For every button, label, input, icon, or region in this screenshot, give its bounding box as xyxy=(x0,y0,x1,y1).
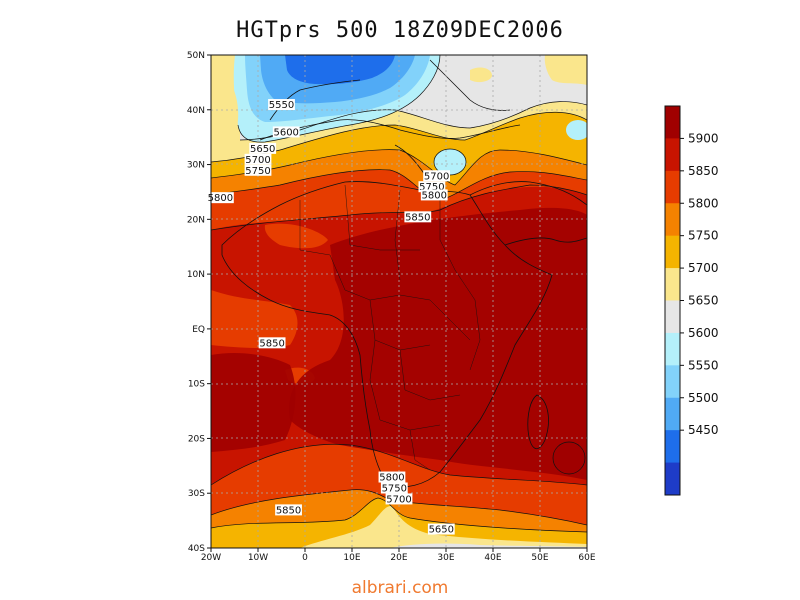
contour-label-text: 5700 xyxy=(245,155,270,166)
contour-label-text: 5700 xyxy=(424,171,449,182)
colorbar-swatch xyxy=(665,170,680,204)
contour-label-text: 5800 xyxy=(208,193,233,204)
lon-tick-label: 50E xyxy=(531,553,548,563)
lon-tick-label: 20W xyxy=(201,553,221,563)
colorbar-swatch xyxy=(665,462,680,496)
lon-tick-label: 30E xyxy=(437,553,454,563)
contour-label: 5700 xyxy=(423,170,450,182)
lat-tick-label: 20S xyxy=(188,434,205,444)
contour-label: 5600 xyxy=(272,126,300,138)
contour-label-bg xyxy=(244,164,272,176)
lat-tick-label: 50N xyxy=(187,51,205,61)
contour-label-text: 5850 xyxy=(259,338,284,349)
contour-label-bg xyxy=(420,189,448,201)
contour-label-bg xyxy=(378,471,406,483)
contour-label: 5550 xyxy=(268,99,295,111)
colorbar-label: 5500 xyxy=(688,391,719,405)
lat-tick-label: 20N xyxy=(187,215,205,225)
contour-labels: 5550560056505700575058005700575058005850… xyxy=(207,99,455,536)
contour-label: 5700 xyxy=(385,493,413,505)
colorbar-swatch xyxy=(665,138,680,172)
contour-label-bg xyxy=(207,192,234,204)
contour-label-bg xyxy=(275,504,302,516)
contour-label-text: 5750 xyxy=(382,483,407,494)
colorbar-swatch xyxy=(665,430,680,464)
colorbar-label: 5900 xyxy=(688,131,719,145)
contour-label: 5650 xyxy=(427,523,455,536)
colorbar-label: 5600 xyxy=(688,326,719,340)
contour-label: 5650 xyxy=(249,142,277,155)
map-title: HGTprs 500 18Z09DEC2006 xyxy=(236,18,564,43)
colorbar-swatch xyxy=(665,106,680,139)
contour-label-text: 5800 xyxy=(379,473,404,484)
contour-label: 5800 xyxy=(420,189,448,201)
contour-label-bg xyxy=(427,523,455,535)
colorbar-swatch xyxy=(665,332,680,366)
colorbar-swatch xyxy=(665,268,680,301)
contour-label: 5850 xyxy=(258,337,286,349)
lat-tick-label: 10S xyxy=(188,380,205,390)
colorbar-label: 5700 xyxy=(688,261,719,275)
contour-label: 5750 xyxy=(418,181,446,193)
colorbar-swatch xyxy=(665,300,680,334)
contour-label-text: 5600 xyxy=(273,127,298,138)
lon-tick-label: 20E xyxy=(390,553,407,563)
contour-label-text: 5800 xyxy=(422,190,447,201)
contour-label-bg xyxy=(258,337,286,349)
lon-tick-label: 10W xyxy=(248,553,268,563)
lon-tick-label: 0 xyxy=(302,553,308,563)
contour-label-text: 5650 xyxy=(429,525,454,536)
colorbar: 5900 5850 5800 5750 5700 5650 5600 5550 5500 5450 xyxy=(664,105,719,496)
colorbar-label: 5450 xyxy=(688,423,719,437)
contour-label-bg xyxy=(249,142,277,154)
contour-label-text: 5550 xyxy=(269,100,294,111)
contour-label: 5800 xyxy=(378,471,406,484)
colorbar-swatch xyxy=(665,397,680,431)
gridlines xyxy=(211,55,587,548)
lon-tick-label: 40E xyxy=(484,553,501,563)
contour-label: 5750 xyxy=(244,164,272,177)
colorbar-label: 5550 xyxy=(688,358,719,372)
lon-tick-label: 60E xyxy=(578,553,595,563)
contour-label: 5700 xyxy=(244,153,272,166)
contour-label-bg xyxy=(244,153,272,165)
contour-label-text: 5750 xyxy=(419,182,444,193)
contour-label-text: 5700 xyxy=(386,494,411,505)
colorbar-label: 5750 xyxy=(688,229,719,243)
lat-tick-label: 10N xyxy=(187,270,205,280)
contour-label-bg xyxy=(268,99,295,111)
colorbar-swatch xyxy=(665,203,680,237)
colorbar-label: 5850 xyxy=(688,164,719,178)
contour-label-bg xyxy=(404,211,432,223)
contour-label-text: 5850 xyxy=(276,505,301,516)
contour-label: 5800 xyxy=(207,192,234,204)
colorbar-label: 5800 xyxy=(688,196,719,210)
lat-tick-label: EQ xyxy=(192,325,205,335)
contour-label-text: 5750 xyxy=(245,166,270,177)
lon-tick-label: 10E xyxy=(343,553,360,563)
colorbar-swatch xyxy=(665,365,680,399)
contour-label-bg xyxy=(380,482,408,494)
lat-tick-label: 40S xyxy=(188,544,205,554)
contour-label: 5750 xyxy=(380,482,408,494)
lat-tick-label: 40N xyxy=(187,106,205,116)
contour-label-bg xyxy=(423,170,450,182)
contour-label-bg xyxy=(385,493,413,505)
contour-label-bg xyxy=(272,126,300,138)
lat-tick-label: 30S xyxy=(188,489,205,499)
colorbar-label: 5650 xyxy=(688,294,719,308)
contour-label-text: 5650 xyxy=(250,144,275,155)
contour-label-text: 5850 xyxy=(405,212,430,223)
contour-label-bg xyxy=(418,181,446,193)
colorbar-swatch xyxy=(665,235,680,269)
country-borders xyxy=(299,184,481,471)
contour-label: 5850 xyxy=(275,504,302,516)
watermark-text: albrari.com xyxy=(351,578,449,598)
contour-label: 5850 xyxy=(404,211,432,223)
lat-tick-label: 30N xyxy=(187,161,205,171)
